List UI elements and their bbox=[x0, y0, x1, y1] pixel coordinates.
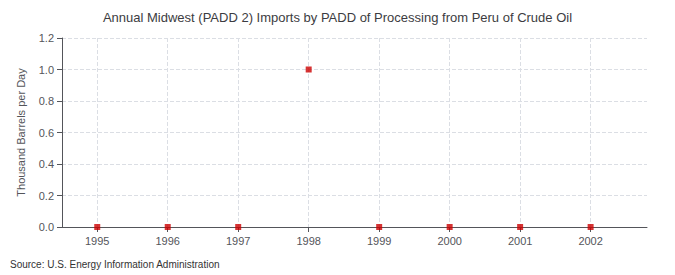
svg-text:2002: 2002 bbox=[578, 235, 602, 247]
svg-text:0.2: 0.2 bbox=[39, 190, 54, 202]
svg-text:1998: 1998 bbox=[296, 235, 320, 247]
svg-text:1.0: 1.0 bbox=[39, 64, 54, 76]
svg-text:1996: 1996 bbox=[155, 235, 179, 247]
svg-text:0.0: 0.0 bbox=[39, 221, 54, 233]
svg-text:2000: 2000 bbox=[437, 235, 461, 247]
svg-text:0.8: 0.8 bbox=[39, 95, 54, 107]
svg-text:0.6: 0.6 bbox=[39, 127, 54, 139]
svg-text:2001: 2001 bbox=[508, 235, 532, 247]
svg-text:Source: U.S. Energy Informatio: Source: U.S. Energy Information Administ… bbox=[10, 259, 220, 270]
svg-text:1.2: 1.2 bbox=[39, 32, 54, 44]
svg-text:1995: 1995 bbox=[85, 235, 109, 247]
svg-text:Thousand Barrels per Day: Thousand Barrels per Day bbox=[15, 68, 27, 197]
svg-text:0.4: 0.4 bbox=[39, 158, 54, 170]
svg-text:1999: 1999 bbox=[367, 235, 391, 247]
svg-text:1997: 1997 bbox=[226, 235, 250, 247]
svg-text:Annual Midwest (PADD 2) Import: Annual Midwest (PADD 2) Imports by PADD … bbox=[103, 10, 572, 25]
